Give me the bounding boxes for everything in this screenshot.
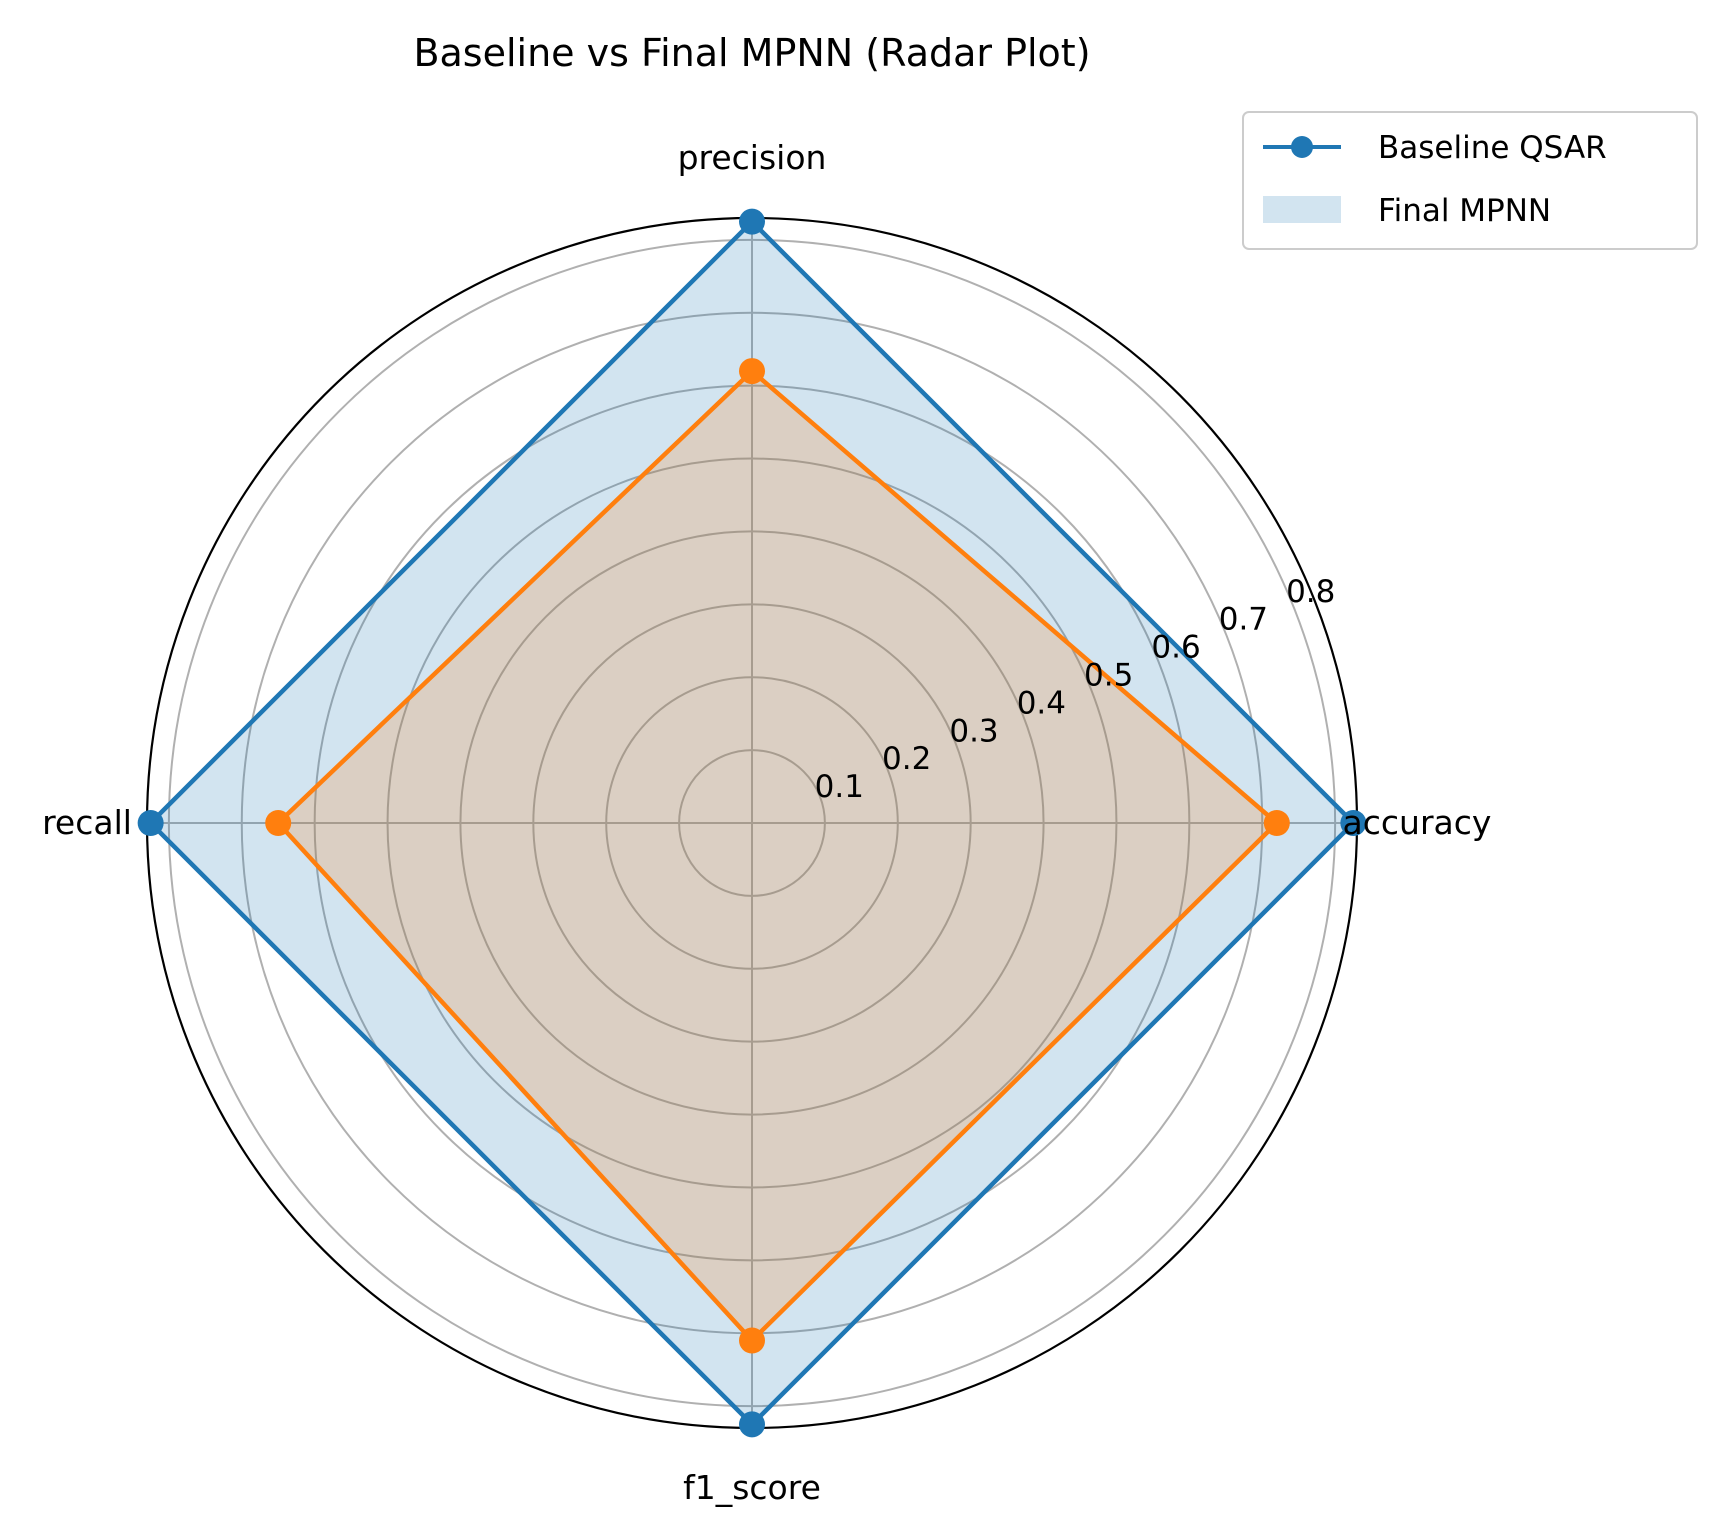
legend-swatch-baseline-marker — [1291, 136, 1313, 158]
series-fills — [150, 221, 1354, 1425]
series-2-point-recall — [265, 810, 292, 836]
category-label-recall: recall — [42, 803, 132, 842]
series-2-point-precision — [739, 358, 765, 385]
series-1-point-accuracy — [1340, 810, 1367, 836]
radial-tick-label: 0.5 — [1084, 658, 1133, 694]
radial-tick-label: 0.3 — [949, 713, 998, 749]
series-2-point-accuracy — [1263, 810, 1290, 836]
radial-tick-label: 0.2 — [882, 741, 931, 777]
radial-tick-label: 0.4 — [1017, 685, 1066, 721]
series-2-fill — [278, 371, 1277, 1341]
radial-tick-label: 0.6 — [1151, 630, 1200, 666]
series-1-point-recall — [137, 810, 164, 836]
chart-title: Baseline vs Final MPNN (Radar Plot) — [413, 31, 1090, 75]
category-labels: accuracy precision recall f1_score — [42, 138, 1491, 1507]
legend-label-baseline: Baseline QSAR — [1378, 130, 1607, 166]
series-2-point-f1_score — [739, 1327, 765, 1354]
radial-tick-label: 0.1 — [815, 769, 864, 805]
legend-label-final: Final MPNN — [1378, 193, 1551, 229]
series-1-point-f1_score — [739, 1411, 765, 1438]
category-label-f1_score: f1_score — [683, 1468, 821, 1507]
radial-tick-label: 0.8 — [1286, 574, 1335, 610]
series-1-point-precision — [739, 208, 765, 235]
category-label-accuracy: accuracy — [1343, 803, 1492, 842]
legend: Baseline QSAR Final MPNN — [1242, 111, 1698, 250]
series-markers — [137, 208, 1367, 1438]
radial-tick-label: 0.7 — [1219, 602, 1268, 638]
legend-frame — [1242, 111, 1698, 250]
legend-swatch-final-fill — [1263, 196, 1341, 223]
radial-tick-labels: 0.1 0.2 0.3 0.4 0.5 0.6 0.7 0.8 — [815, 574, 1336, 805]
category-label-precision: precision — [678, 138, 827, 177]
